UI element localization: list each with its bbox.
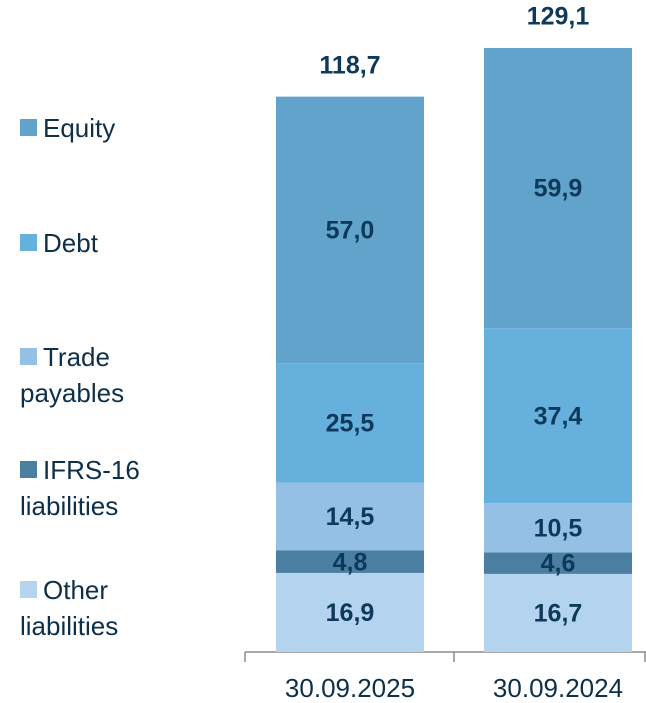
bar-segment [484,573,632,652]
data-label: 37,4 [534,402,583,430]
data-label: 14,5 [326,503,375,531]
legend-label: Other liabilities [20,575,119,641]
legend-label: Equity [43,113,116,143]
legend-label: Trade payables [20,342,125,408]
data-label: 25,5 [326,410,375,438]
bar-segment [484,552,632,574]
data-label: 16,7 [534,600,583,628]
legend-swatch [20,119,37,136]
data-label: 57,0 [326,217,375,245]
bar-segment [484,503,632,553]
bar-segment [276,363,424,483]
legend-swatch [20,581,37,598]
total-label: 129,1 [527,3,590,31]
legend-item: Trade payables [20,339,160,411]
bar-segment [276,482,424,551]
data-label: 16,9 [326,599,375,627]
data-label: 59,9 [534,175,583,203]
total-label: 118,7 [319,51,380,79]
bar-segment [484,48,632,329]
legend-item: Equity [20,110,160,146]
data-label: 4,8 [333,548,368,576]
bar-segment [276,550,424,573]
legend-item: Debt [20,225,160,261]
bar-segment [484,328,632,504]
legend-label: Debt [43,228,98,258]
legend-item: Other liabilities [20,572,160,644]
legend-swatch [20,461,37,478]
bar-segment [276,572,424,652]
data-label: 4,6 [541,550,576,578]
x-tick-label: 30.09.2024 [493,673,623,703]
legend-swatch [20,348,37,365]
legend-label: IFRS-16 liabilities [20,455,140,521]
legend-item: IFRS-16 liabilities [20,452,160,524]
legend-swatch [20,234,37,251]
data-label: 10,5 [534,514,583,542]
x-tick-label: 30.09.2025 [285,673,415,703]
bar-segment [276,96,424,364]
